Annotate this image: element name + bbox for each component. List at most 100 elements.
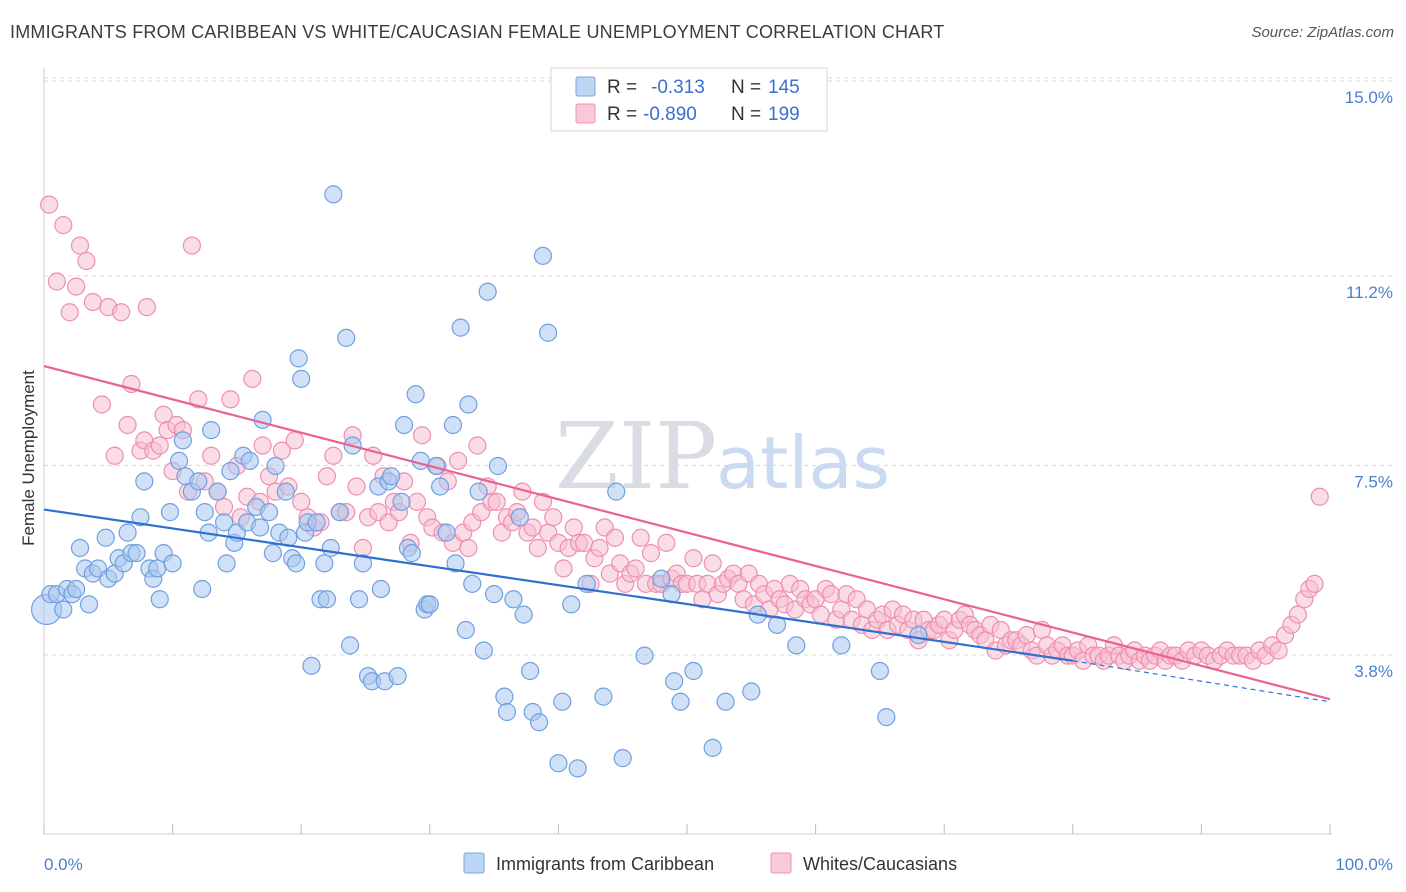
- y-tick-labels: 3.8% 7.5% 11.2% 15.0%: [1345, 88, 1393, 681]
- point-whites: [70, 236, 90, 255]
- point-caribbean: [250, 518, 270, 537]
- point-whites: [292, 492, 311, 511]
- point-caribbean: [214, 513, 234, 532]
- legend-swatch-blue: [575, 76, 596, 97]
- point-caribbean: [716, 692, 735, 711]
- point-whites: [83, 292, 102, 312]
- point-whites: [821, 585, 841, 604]
- point-caribbean: [321, 538, 340, 558]
- point-caribbean: [349, 590, 369, 609]
- point-caribbean: [553, 692, 572, 711]
- point-whites: [182, 236, 201, 255]
- point-caribbean: [909, 626, 928, 645]
- point-caribbean: [286, 554, 306, 573]
- legend-r-value-1: -0.313: [651, 77, 705, 98]
- point-whites: [272, 441, 292, 460]
- point-caribbean: [671, 692, 690, 711]
- point-caribbean: [193, 579, 212, 599]
- point-whites: [605, 528, 625, 547]
- point-caribbean: [443, 415, 463, 435]
- legend-r-value-2: -0.890: [643, 104, 697, 125]
- bottom-legend-label-caribbean: Immigrants from Caribbean: [496, 854, 714, 874]
- point-whites: [626, 559, 645, 578]
- point-caribbean: [202, 421, 221, 440]
- point-whites: [684, 549, 703, 568]
- watermark-zip: ZIP: [555, 403, 717, 510]
- point-caribbean: [684, 661, 703, 681]
- point-whites: [1288, 605, 1307, 624]
- point-whites: [150, 436, 169, 455]
- point-caribbean: [497, 702, 517, 722]
- point-caribbean: [652, 569, 671, 588]
- point-caribbean: [302, 656, 321, 675]
- x-tick-label-min: 0.0%: [44, 855, 83, 874]
- point-whites: [641, 544, 661, 563]
- point-whites: [47, 272, 66, 291]
- legend-n-label-2: N =: [731, 104, 761, 125]
- point-caribbean: [388, 667, 407, 686]
- point-caribbean: [549, 754, 568, 773]
- point-whites: [253, 436, 272, 455]
- point-caribbean: [877, 708, 896, 727]
- y-tick-label: 3.8%: [1354, 662, 1393, 681]
- point-caribbean: [488, 456, 508, 476]
- point-whites: [703, 554, 722, 573]
- point-caribbean: [54, 600, 73, 619]
- point-caribbean: [437, 523, 456, 542]
- bottom-legend-swatch-blue: [463, 852, 485, 874]
- point-caribbean: [276, 482, 295, 501]
- point-whites: [631, 528, 650, 547]
- point-whites: [40, 195, 59, 214]
- point-caribbean: [787, 636, 806, 655]
- point-caribbean: [70, 538, 90, 558]
- point-whites: [221, 390, 240, 409]
- bottom-legend-swatch-pink: [770, 852, 792, 874]
- point-caribbean: [307, 513, 326, 532]
- point-caribbean: [742, 682, 761, 701]
- point-caribbean: [533, 246, 553, 265]
- point-caribbean: [474, 641, 493, 660]
- point-whites: [202, 446, 221, 465]
- point-caribbean: [703, 738, 722, 757]
- point-caribbean: [240, 451, 259, 470]
- point-caribbean: [459, 395, 478, 414]
- point-caribbean: [495, 687, 514, 706]
- point-caribbean: [221, 462, 240, 481]
- point-caribbean: [118, 523, 137, 542]
- point-whites: [105, 446, 124, 465]
- point-whites: [243, 369, 262, 388]
- point-caribbean: [337, 328, 356, 347]
- point-caribbean: [315, 554, 334, 573]
- point-caribbean: [195, 503, 214, 522]
- point-caribbean: [402, 544, 421, 563]
- source-credit: Source: ZipAtlas.com: [1251, 24, 1394, 41]
- point-whites: [54, 216, 73, 235]
- point-caribbean: [485, 585, 504, 604]
- point-caribbean: [353, 554, 373, 573]
- legend-r-label-1: R =: [607, 77, 637, 98]
- point-whites: [657, 533, 676, 552]
- legend-n-label-1: N =: [731, 77, 761, 98]
- point-whites: [1305, 574, 1324, 593]
- point-caribbean: [594, 687, 613, 706]
- legend-swatch-pink: [575, 103, 596, 124]
- legend-n-value-1: 145: [768, 77, 800, 98]
- legend-box: R = -0.313 N = 145 R = -0.890 N = 199: [550, 67, 828, 132]
- point-caribbean: [173, 431, 192, 450]
- point-whites: [554, 559, 573, 578]
- x-tick-label-max: 100.0%: [1335, 855, 1393, 874]
- point-caribbean: [330, 503, 349, 522]
- point-caribbean: [382, 467, 401, 486]
- point-caribbean: [371, 579, 391, 599]
- point-whites: [459, 538, 478, 558]
- y-tick-label: 15.0%: [1345, 88, 1393, 107]
- point-caribbean: [169, 451, 189, 470]
- point-whites: [60, 303, 79, 322]
- point-whites: [575, 533, 594, 552]
- point-whites: [811, 605, 830, 624]
- point-whites: [324, 446, 343, 465]
- point-caribbean: [521, 661, 540, 681]
- point-whites: [564, 518, 583, 537]
- point-whites: [1269, 641, 1288, 660]
- point-whites: [92, 395, 111, 414]
